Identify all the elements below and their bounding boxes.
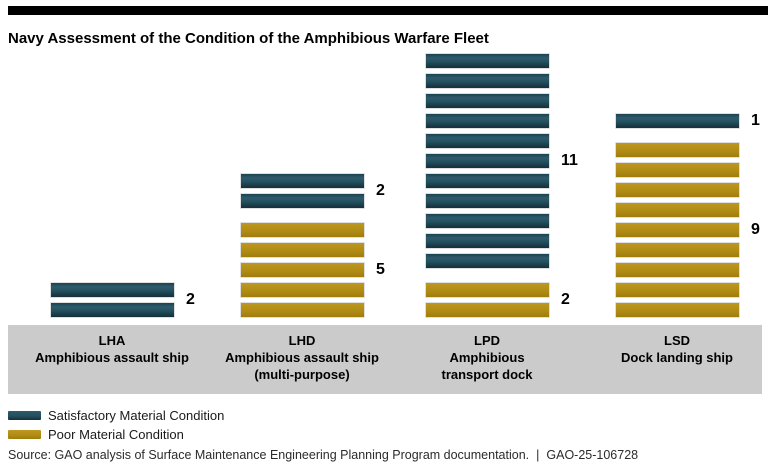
poor-ship-segment xyxy=(615,302,740,318)
satisfactory-ship-segment xyxy=(50,282,175,298)
report-id: GAO-25-106728 xyxy=(546,448,639,462)
poor-ship-segment xyxy=(240,282,365,298)
source-separator: | xyxy=(536,448,540,462)
satisfactory-ship-segment xyxy=(425,213,550,229)
satisfactory-ship-segment xyxy=(425,153,550,169)
poor-ship-segment xyxy=(615,202,740,218)
category-name-line: Amphibious assault ship xyxy=(35,350,189,365)
satisfactory-ship-segment xyxy=(425,233,550,249)
category-code: LHD xyxy=(288,333,316,348)
category-code: LSD xyxy=(664,333,690,348)
category-name-line: Amphibious xyxy=(449,350,525,365)
legend-label: Poor Material Condition xyxy=(48,427,184,442)
chart-area: 2 2 5 11 2 1 9 xyxy=(0,53,780,318)
lpd-satisfactory-group: 11 xyxy=(425,53,578,269)
legend: Satisfactory Material Condition Poor Mate… xyxy=(8,406,224,444)
satisfactory-ship-segment xyxy=(425,173,550,189)
satisfactory-ship-segment xyxy=(425,133,550,149)
category-name-line: Dock landing ship xyxy=(621,350,733,365)
category-name-line: transport dock xyxy=(441,367,533,382)
lsd-poor-group: 9 xyxy=(615,142,760,318)
satisfactory-ship-segment xyxy=(425,53,550,69)
lha-satisfactory-count-label: 2 xyxy=(186,291,195,308)
satisfactory-ship-segment xyxy=(240,193,365,209)
poor-ship-segment xyxy=(615,182,740,198)
poor-ship-segment xyxy=(615,262,740,278)
legend-swatch-satisfactory-icon xyxy=(8,411,41,420)
poor-ship-segment xyxy=(615,142,740,158)
poor-ship-segment xyxy=(615,162,740,178)
category-name-line: Amphibious assault ship xyxy=(225,350,379,365)
category-axis-band xyxy=(8,325,762,394)
legend-label: Satisfactory Material Condition xyxy=(48,408,225,423)
lpd-satisfactory-count-label: 11 xyxy=(561,152,578,169)
satisfactory-ship-segment xyxy=(615,113,740,129)
satisfactory-ship-segment xyxy=(425,93,550,109)
poor-ship-segment xyxy=(240,302,365,318)
category-label-lha: LHA Amphibious assault ship xyxy=(20,325,204,394)
category-name-line: (multi-purpose) xyxy=(254,367,350,382)
source-text: Source: GAO analysis of Surface Maintena… xyxy=(8,448,530,462)
poor-ship-segment xyxy=(615,242,740,258)
satisfactory-ship-segment xyxy=(240,173,365,189)
poor-ship-segment xyxy=(615,282,740,298)
bar-column-lha: 2 xyxy=(50,53,195,318)
category-label-lsd: LSD Dock landing ship xyxy=(585,325,769,394)
poor-ship-segment xyxy=(425,302,550,318)
lsd-satisfactory-group: 1 xyxy=(615,113,760,129)
legend-item-satisfactory: Satisfactory Material Condition xyxy=(8,406,224,425)
lsd-poor-count-label: 9 xyxy=(751,221,760,238)
poor-ship-segment xyxy=(240,222,365,238)
legend-item-poor: Poor Material Condition xyxy=(8,425,224,444)
page-title: Navy Assessment of the Condition of the … xyxy=(8,30,489,48)
satisfactory-ship-segment xyxy=(425,73,550,89)
source-line: Source: GAO analysis of Surface Maintena… xyxy=(8,448,776,462)
poor-ship-segment xyxy=(615,222,740,238)
lpd-poor-count-label: 2 xyxy=(561,291,570,308)
poor-ship-segment xyxy=(425,282,550,298)
lhd-poor-count-label: 5 xyxy=(376,261,385,278)
satisfactory-ship-segment xyxy=(50,302,175,318)
category-code: LPD xyxy=(474,333,500,348)
category-code: LHA xyxy=(98,333,126,348)
title-rule xyxy=(8,6,768,15)
category-label-lpd: LPD Amphibious transport dock xyxy=(395,325,579,394)
satisfactory-ship-segment xyxy=(425,253,550,269)
poor-ship-segment xyxy=(240,242,365,258)
lhd-poor-group: 5 xyxy=(240,222,385,318)
lsd-satisfactory-count-label: 1 xyxy=(751,112,760,129)
lpd-poor-group: 2 xyxy=(425,282,570,318)
satisfactory-ship-segment xyxy=(425,113,550,129)
category-label-lhd: LHD Amphibious assault ship (multi-purpose… xyxy=(210,325,394,394)
satisfactory-ship-segment xyxy=(425,193,550,209)
bar-column-lpd: 11 2 xyxy=(425,53,578,318)
lhd-satisfactory-count-label: 2 xyxy=(376,182,385,199)
lhd-satisfactory-group: 2 xyxy=(240,173,385,209)
lha-satisfactory-group: 2 xyxy=(50,282,195,318)
poor-ship-segment xyxy=(240,262,365,278)
legend-swatch-poor-icon xyxy=(8,430,41,439)
